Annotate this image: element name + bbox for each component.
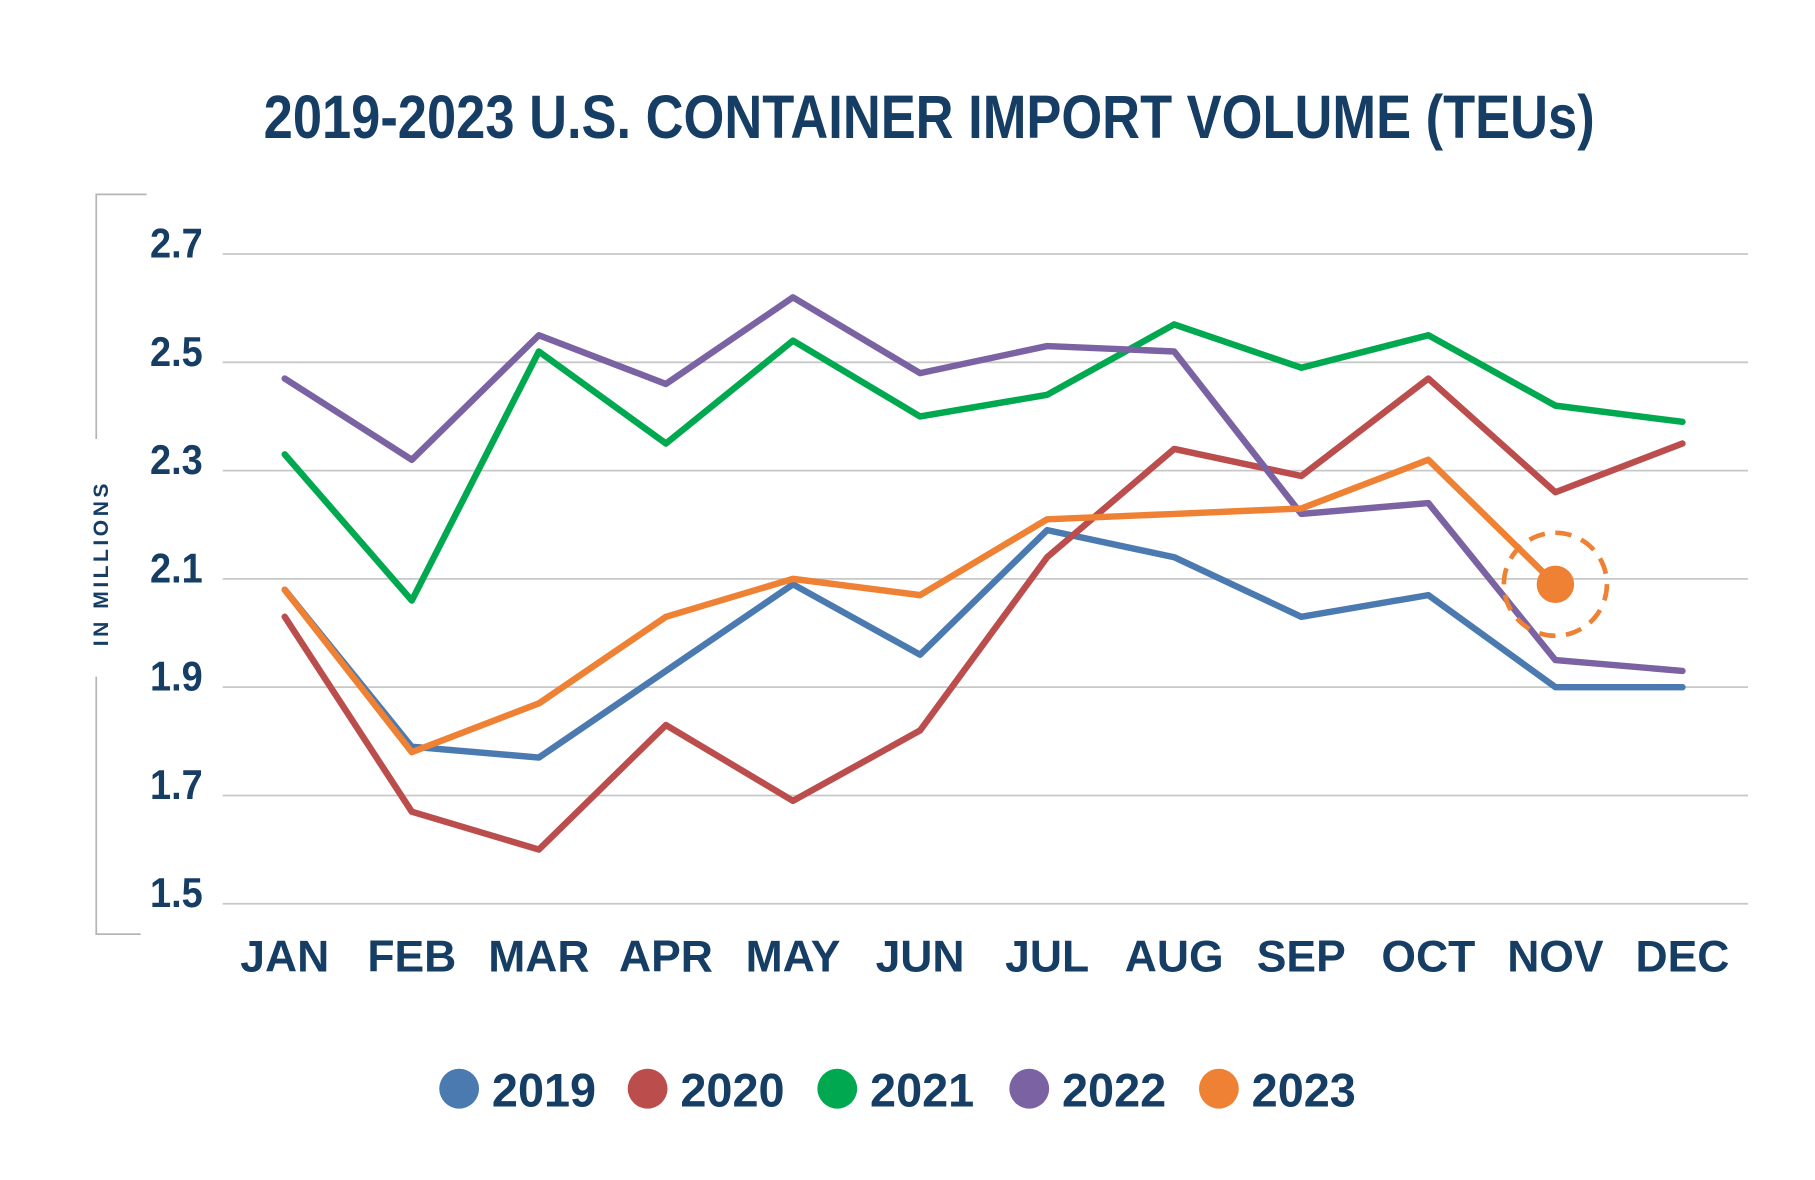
x-tick-label: MAR	[488, 933, 589, 982]
x-tick-label: JUL	[1005, 933, 1089, 982]
x-tick-label: MAY	[746, 933, 841, 982]
legend-swatch-2021	[817, 1068, 858, 1109]
legend-swatch-2023	[1198, 1068, 1239, 1109]
x-tick-label: JUN	[876, 933, 965, 982]
x-tick-label: OCT	[1381, 933, 1475, 982]
x-tick-label: SEP	[1257, 933, 1346, 982]
legend-label-2023: 2023	[1252, 1064, 1356, 1116]
y-axis-bracket-top	[95, 193, 147, 439]
x-tick-label: AUG	[1125, 933, 1224, 982]
legend-label-2021: 2021	[870, 1064, 974, 1116]
series-line-2023	[281, 456, 1559, 756]
x-tick-label: FEB	[367, 933, 456, 982]
x-tick-label: DEC	[1636, 933, 1730, 982]
legend-label-2020: 2020	[680, 1064, 784, 1116]
y-axis-label: IN MILLIONS	[90, 480, 113, 646]
legend-label-2022: 2022	[1062, 1064, 1166, 1116]
x-tick-label: NOV	[1507, 933, 1604, 982]
y-tick-label: 2.1	[150, 546, 203, 592]
y-tick-label: 1.5	[150, 870, 203, 916]
legend-swatch-2020	[627, 1068, 668, 1109]
highlight-dashed-circle	[1501, 530, 1610, 639]
series-line-2020	[281, 375, 1686, 853]
x-tick-label: APR	[619, 933, 713, 982]
y-axis-bracket-bottom	[95, 676, 141, 936]
highlight-point	[1536, 565, 1575, 604]
series-line-2022	[281, 294, 1686, 675]
y-tick-label: 2.7	[150, 221, 203, 267]
chart-title: 2019-2023 U.S. CONTAINER IMPORT VOLUME (…	[264, 83, 1595, 151]
legend-swatch-2019	[439, 1068, 480, 1109]
legend-label-2019: 2019	[492, 1064, 596, 1116]
x-tick-label: JAN	[240, 933, 329, 982]
legend-swatch-2022	[1009, 1068, 1050, 1109]
y-tick-label: 1.7	[150, 762, 203, 808]
y-tick-label: 2.3	[150, 437, 203, 483]
series-line-2019	[281, 526, 1686, 761]
series-line-2021	[281, 321, 1686, 604]
y-tick-label: 2.5	[150, 329, 203, 375]
y-tick-label: 1.9	[150, 654, 203, 700]
